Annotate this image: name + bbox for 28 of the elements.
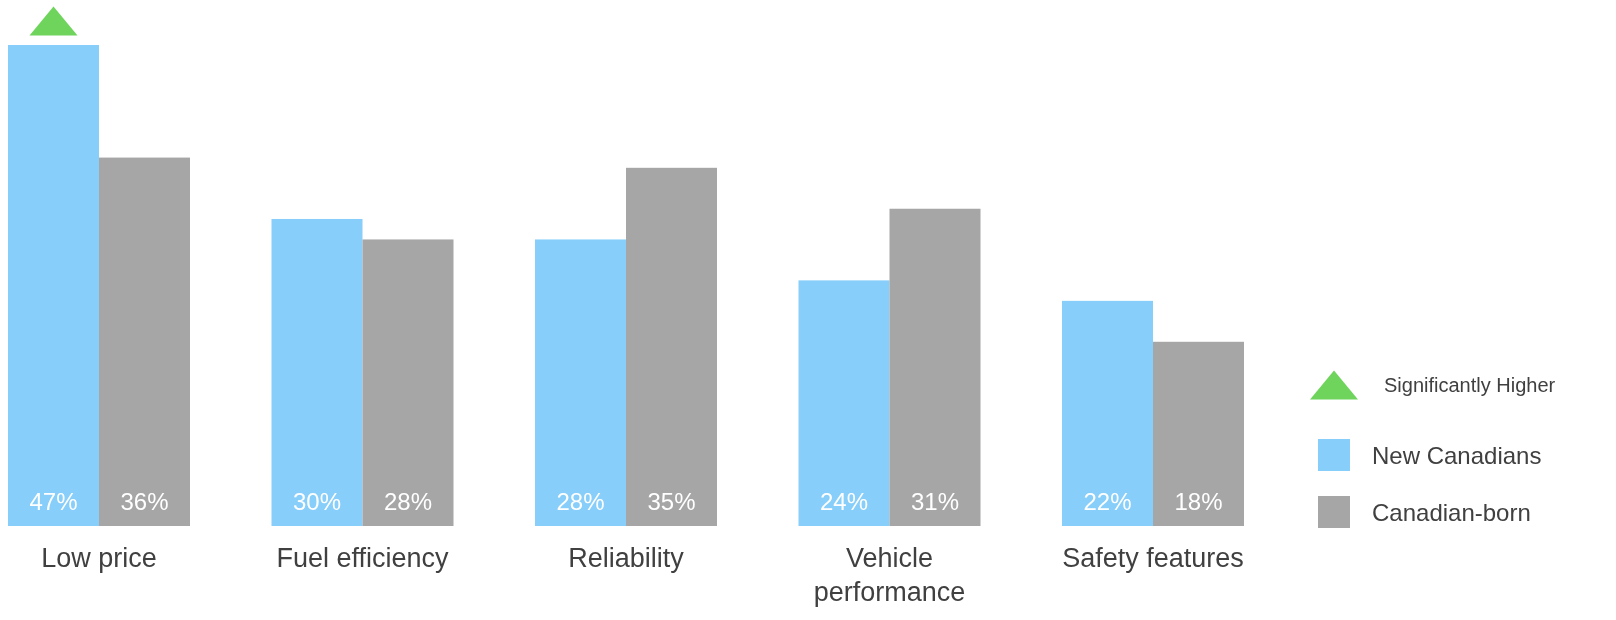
x-tick-label: Safety features: [1062, 543, 1244, 573]
x-tick-label: Low price: [41, 543, 157, 573]
data-label: 28%: [383, 488, 433, 515]
data-label: 22%: [1083, 488, 1132, 515]
data-label: 47%: [29, 488, 78, 515]
bar: [798, 280, 890, 526]
bar: [1153, 341, 1244, 526]
bar: [889, 208, 981, 526]
data-label: 36%: [120, 488, 169, 515]
x-tick-label: Reliability: [568, 543, 685, 573]
bar: [535, 239, 626, 526]
data-label: 35%: [647, 488, 696, 515]
data-label: 28%: [556, 488, 605, 515]
legend-label: Canadian-born: [1372, 499, 1531, 526]
bar: [271, 218, 363, 526]
bar: [99, 157, 190, 526]
bar: [362, 239, 454, 526]
data-label: 24%: [819, 488, 869, 515]
data-label: 30%: [292, 488, 342, 515]
x-tick-label: Vehicle performance: [813, 543, 966, 607]
x-tick-label: Fuel efficiency: [276, 543, 450, 573]
bar: [626, 167, 717, 526]
bar: [1062, 300, 1153, 526]
bar: [8, 45, 99, 526]
data-label: 18%: [1174, 488, 1223, 515]
text: Significantly Higher: [1384, 374, 1556, 396]
data-label: 31%: [910, 488, 960, 515]
legend-label: New Canadians: [1372, 442, 1542, 469]
